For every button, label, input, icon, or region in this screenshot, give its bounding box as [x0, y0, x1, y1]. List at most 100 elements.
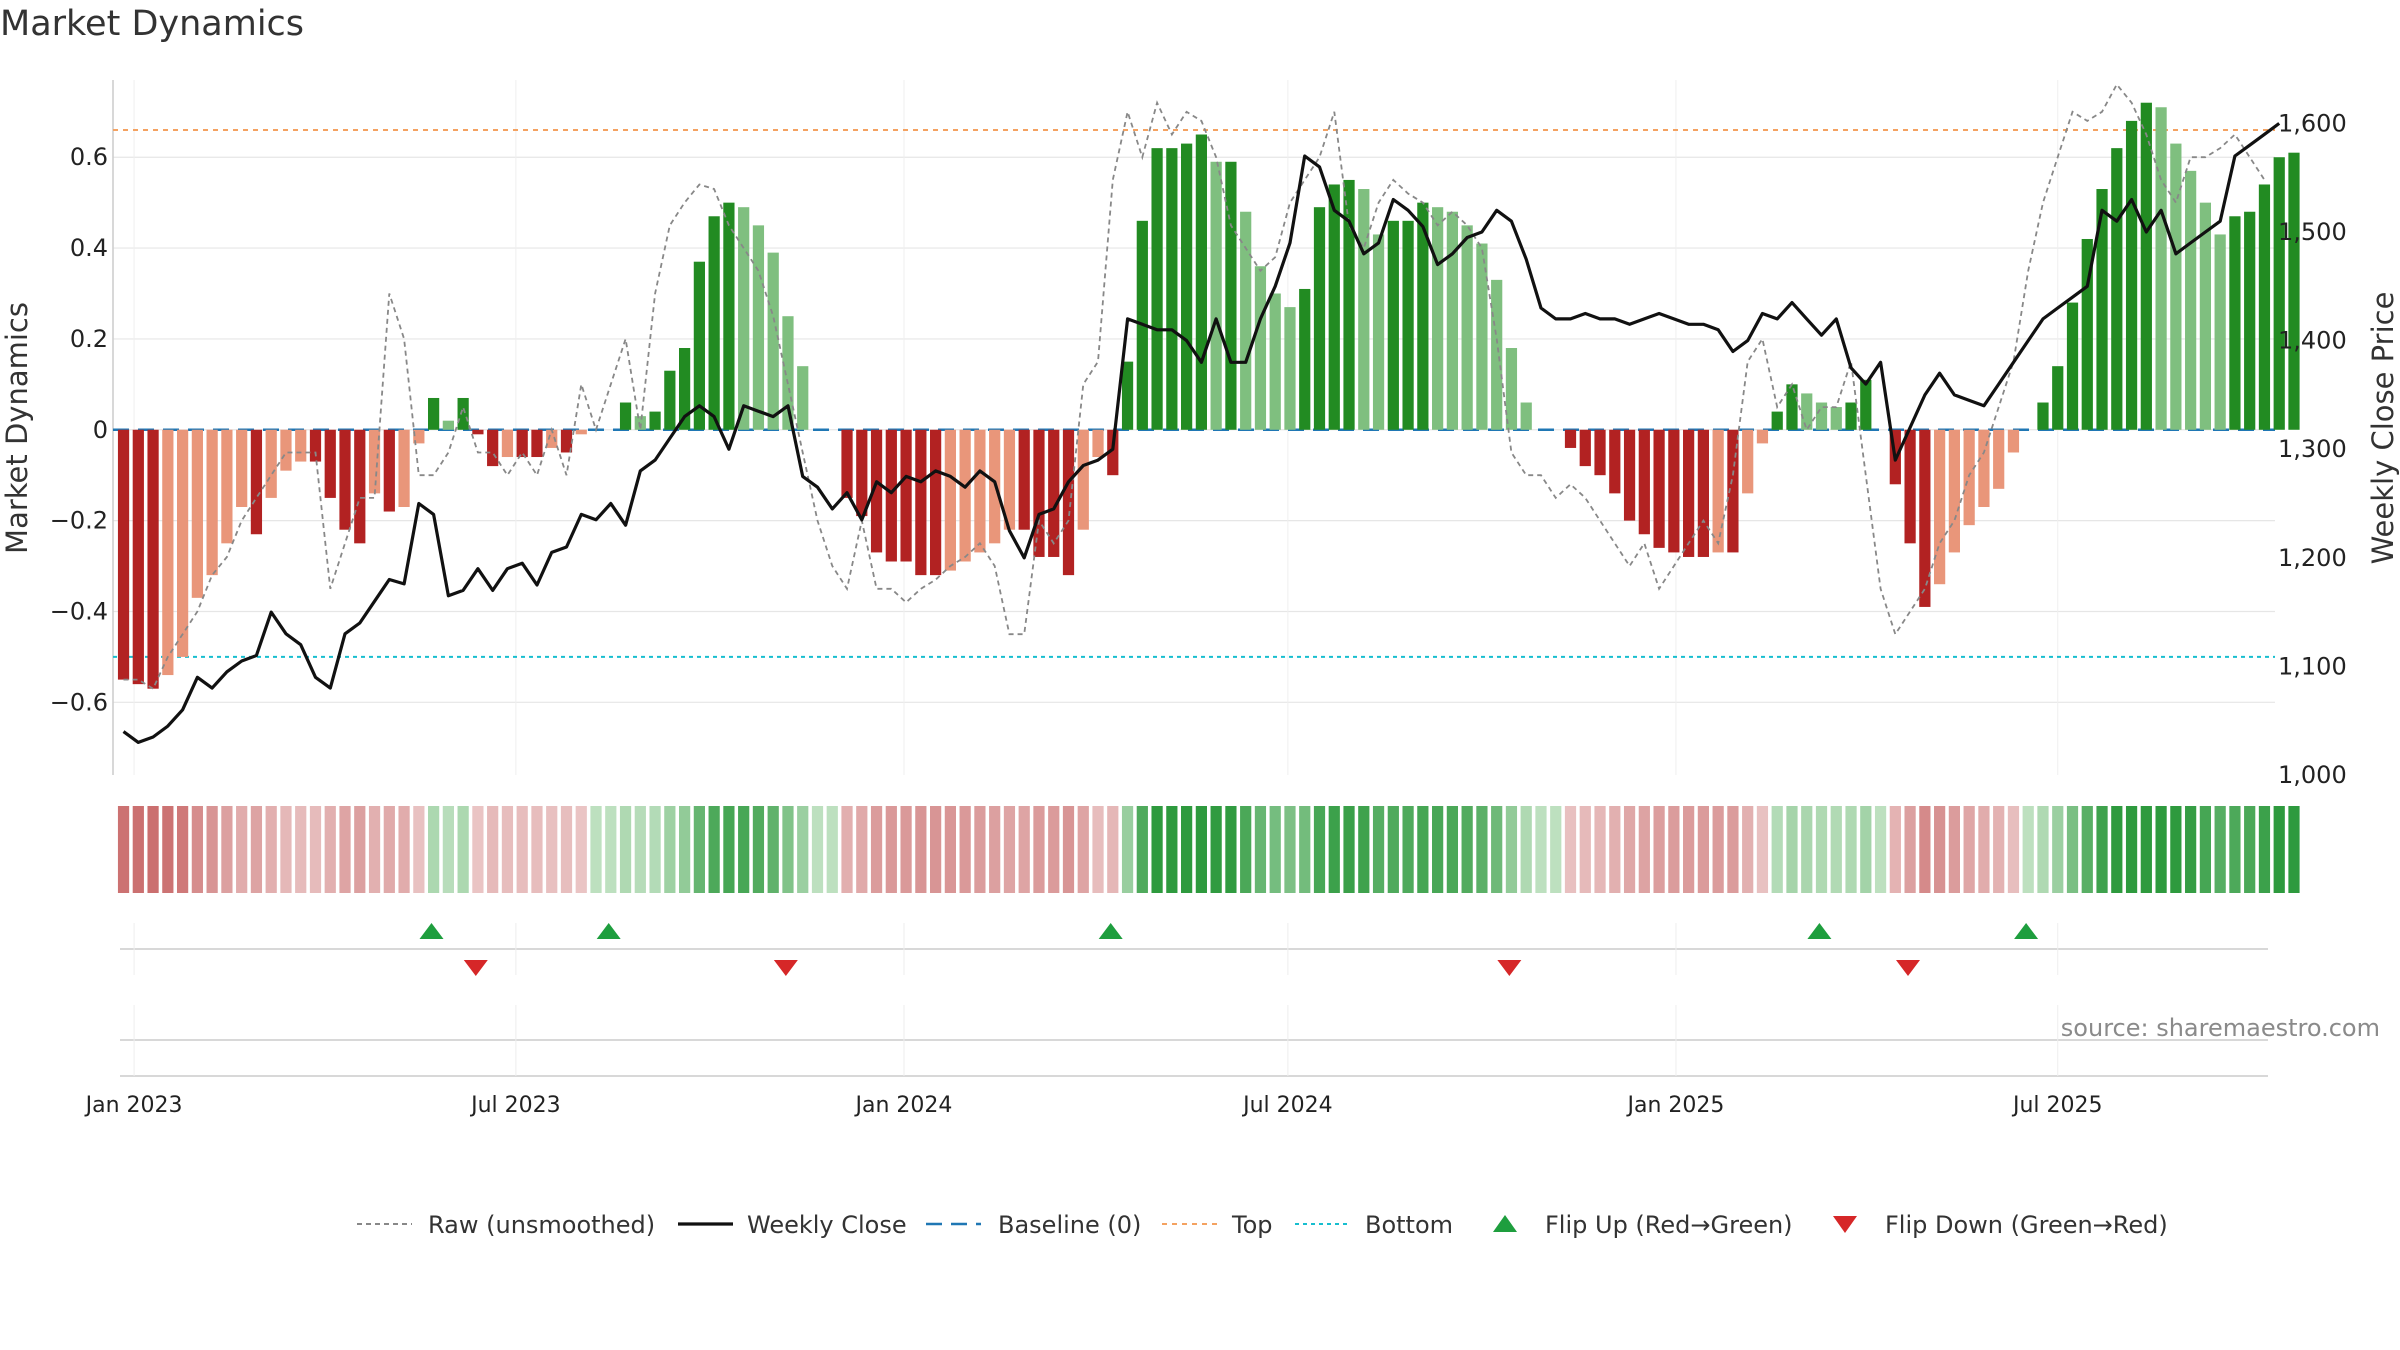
regime-cell: [1328, 806, 1340, 893]
dynamics-bar: [2288, 152, 2300, 430]
weekly-close-line: [122, 122, 2281, 745]
dynamics-bar: [2244, 211, 2256, 430]
regime-cell: [2037, 806, 2049, 893]
regime-cell: [1919, 806, 1931, 893]
flip-down-marker: [463, 960, 488, 976]
y2-tick-label: 1,400: [2278, 327, 2347, 355]
dynamics-bar: [250, 429, 263, 535]
dynamics-bar: [457, 397, 469, 430]
regime-cell: [959, 806, 971, 893]
dynamics-bar: [1195, 134, 1207, 430]
dynamics-bar: [427, 397, 440, 430]
regime-cell: [1003, 806, 1016, 893]
dynamics-bar: [560, 429, 573, 453]
dynamics-bar: [162, 429, 174, 676]
dynamics-bar: [2125, 120, 2138, 430]
regime-cell: [1815, 806, 1828, 893]
dynamics-bar: [1387, 220, 1399, 430]
regime-cell: [1491, 806, 1503, 893]
dynamics-bar: [1299, 288, 1311, 430]
close-line-layer: [122, 122, 2281, 745]
dynamics-bar: [1742, 429, 1754, 494]
regime-cell: [1166, 806, 1178, 893]
dynamics-bar: [1107, 429, 1119, 476]
regime-cell: [1786, 806, 1798, 893]
regime-cell: [1771, 806, 1783, 893]
dynamics-bar: [1683, 429, 1695, 557]
y-tick-label: −0.6: [50, 688, 108, 716]
x-tick-label: Jul 2023: [469, 1093, 561, 1118]
regime-cell: [1993, 806, 2005, 893]
dynamics-bar: [1491, 279, 1503, 430]
dynamics-bar: [2199, 202, 2212, 430]
regime-cell: [516, 806, 528, 893]
dynamics-bar: [930, 429, 942, 576]
regime-cell: [767, 806, 779, 893]
regime-cell: [2170, 806, 2182, 893]
dynamics-bar: [1594, 429, 1606, 476]
dynamics-bar: [1948, 429, 1961, 553]
regime-cell: [1963, 806, 1975, 893]
regime-cell: [1432, 806, 1444, 893]
regime-cell: [2052, 806, 2064, 893]
regime-cell: [944, 806, 956, 893]
x-tick-label: Jan 2024: [854, 1093, 953, 1118]
dynamics-bar: [531, 429, 543, 458]
dynamics-bar: [1978, 429, 1990, 507]
regime-cell: [265, 806, 277, 893]
dynamics-bar: [2185, 170, 2197, 430]
flip-down-marker: [773, 960, 798, 976]
dynamics-bar: [413, 429, 425, 444]
regime-cell: [679, 806, 691, 893]
dynamics-bar: [2052, 366, 2064, 430]
regime-cell: [472, 806, 484, 893]
regime-cell: [930, 806, 942, 893]
dynamics-bar: [1904, 429, 1916, 544]
legend-label: Raw (unsmoothed): [428, 1211, 655, 1239]
regime-cell: [2155, 806, 2167, 893]
source-note: source: sharemaestro.com: [2060, 1014, 2380, 1042]
regime-cell: [1830, 806, 1842, 893]
regime-cell: [619, 806, 632, 893]
y2-tick-label: 1,300: [2278, 435, 2347, 463]
regime-cell: [2125, 806, 2138, 893]
dynamics-bar: [117, 429, 130, 680]
regime-cell: [2214, 806, 2226, 893]
regime-cell: [531, 806, 543, 893]
dynamics-bar: [664, 370, 676, 430]
regime-cell: [1254, 806, 1267, 893]
dynamics-bar: [1461, 225, 1473, 430]
regime-cell: [1623, 806, 1636, 893]
dynamics-bar: [2111, 148, 2123, 430]
x-tick-label: Jan 2025: [1626, 1093, 1725, 1118]
legend-label: Top: [1231, 1211, 1273, 1239]
dynamics-bar: [132, 429, 144, 685]
regime-cell: [280, 806, 292, 893]
regime-cell: [295, 806, 307, 893]
dynamics-bar: [280, 429, 292, 471]
regime-cell: [1387, 806, 1399, 893]
regime-cell: [811, 806, 824, 893]
regime-cell: [2111, 806, 2123, 893]
regime-cell: [841, 806, 853, 893]
regime-cell: [1845, 806, 1857, 893]
dynamics-bar: [191, 429, 203, 598]
y-axis-title: Market Dynamics: [0, 302, 34, 554]
regime-cell: [1594, 806, 1606, 893]
dynamics-bar: [1417, 202, 1429, 430]
x-tick-label: Jan 2023: [84, 1093, 183, 1118]
regime-cell: [1372, 806, 1385, 893]
regime-cell: [1609, 806, 1621, 893]
dynamics-bar: [752, 225, 765, 430]
y-tick-label: −0.2: [50, 507, 108, 535]
dynamics-bar: [1520, 402, 1532, 430]
regime-cell: [1269, 806, 1281, 893]
dynamics-bar: [546, 429, 558, 448]
regime-cell: [250, 806, 263, 893]
dynamics-bar: [176, 429, 189, 657]
dynamics-bar: [1653, 429, 1665, 548]
dynamics-bar: [575, 429, 587, 435]
regime-cell: [221, 806, 233, 893]
x-tick-label: Jul 2025: [2011, 1093, 2103, 1118]
dynamics-bar: [1756, 429, 1769, 444]
